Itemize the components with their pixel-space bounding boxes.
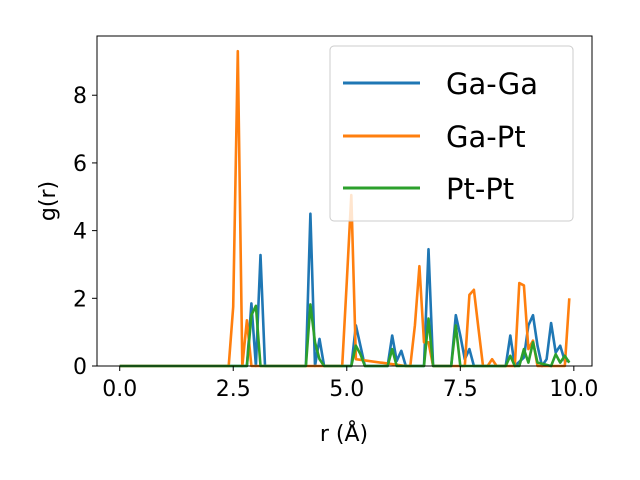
x-tick-label: 7.5 — [443, 377, 478, 402]
legend-label-ga-pt: Ga-Pt — [446, 120, 526, 154]
legend-label-pt-pt: Pt-Pt — [446, 172, 514, 206]
y-tick-label: 6 — [73, 152, 87, 177]
legend-box — [329, 45, 574, 222]
plot-frame — [96, 35, 593, 367]
x-tick-label: 10.0 — [549, 377, 598, 402]
x-axis-ticks: 0.0 2.5 5.0 7.5 10.0 — [102, 366, 598, 402]
y-tick-label: 4 — [73, 220, 87, 245]
x-tick-label: 2.5 — [216, 377, 251, 402]
legend: Ga-Ga Ga-Pt Pt-Pt — [329, 45, 574, 222]
legend-label-ga-ga: Ga-Ga — [446, 67, 538, 101]
y-tick-label: 2 — [73, 287, 87, 312]
y-axis-ticks: 0 2 4 6 8 — [73, 84, 97, 380]
x-axis-label: r (Å) — [320, 420, 368, 447]
x-tick-label: 0.0 — [102, 377, 137, 402]
series-line-pt-pt — [119, 303, 571, 368]
y-tick-label: 0 — [73, 355, 87, 380]
y-tick-label: 8 — [73, 84, 87, 109]
y-axis-label: g(r) — [36, 181, 61, 221]
x-tick-label: 5.0 — [329, 377, 364, 402]
